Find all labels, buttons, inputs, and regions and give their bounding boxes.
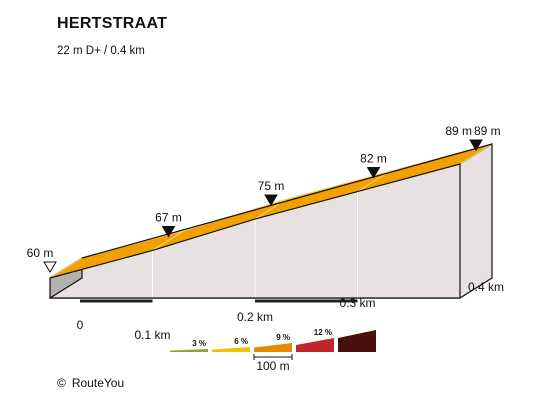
elevation-label: 67 m (155, 210, 182, 224)
brand-name: RouteYou (71, 376, 125, 390)
elevation-label: 82 m (360, 152, 387, 166)
summit-elevation-label: 89 m (474, 124, 501, 138)
scale-bar-label: 100 m (256, 359, 289, 370)
elevation-marker-icon (264, 194, 278, 207)
copyright-symbol: © (57, 376, 66, 390)
profile-body (49, 142, 493, 300)
elevation-label: 75 m (258, 179, 285, 193)
elevation-marker-icon (161, 225, 176, 238)
chart-subtitle: 22 m D+ / 0.4 km (57, 45, 145, 57)
elevation-marker-icon (366, 167, 381, 179)
slope-legend: 3 % 6 % 9 % 12 % 100 m (170, 328, 376, 370)
axis-tick-label: 0.4 km (468, 280, 504, 294)
axis-tick-label: 0.3 km (339, 296, 375, 310)
profile-top-back-edge (81, 143, 493, 259)
slope-swatch (212, 347, 250, 352)
chart-title: HERTSTRAAT (57, 15, 168, 32)
slope-swatch (170, 349, 208, 352)
elevation-profile-chart: 60 m 67 m 75 m 82 m 89 m 89 m 0 0.1 km 0.2 km 0.… (27, 124, 504, 370)
profile-markers: 60 m 67 m 75 m 82 m 89 m 89 m (27, 124, 501, 273)
elevation-marker-icon (469, 139, 483, 151)
slope-label: 6 % (234, 337, 248, 346)
axis-tick-label: 0.1 km (134, 328, 170, 342)
axis-tick-label: 0 (77, 318, 84, 332)
slope-swatch (338, 330, 376, 352)
slope-label: 3 % (192, 339, 206, 348)
slope-swatch (254, 343, 292, 352)
axis-tick-label: 0.2 km (237, 310, 273, 324)
profile-outline (49, 163, 461, 299)
footer-credit: © RouteYou (57, 376, 124, 390)
slope-label: 9 % (276, 333, 290, 342)
elevation-label: 60 m (27, 246, 54, 260)
slope-label: 12 % (314, 328, 332, 337)
profile-axis: 0 0.1 km 0.2 km 0.3 km 0.4 km (77, 280, 504, 342)
slope-swatch (296, 338, 334, 352)
elevation-marker-icon (43, 261, 57, 273)
elevation-label: 89 m (445, 124, 472, 138)
